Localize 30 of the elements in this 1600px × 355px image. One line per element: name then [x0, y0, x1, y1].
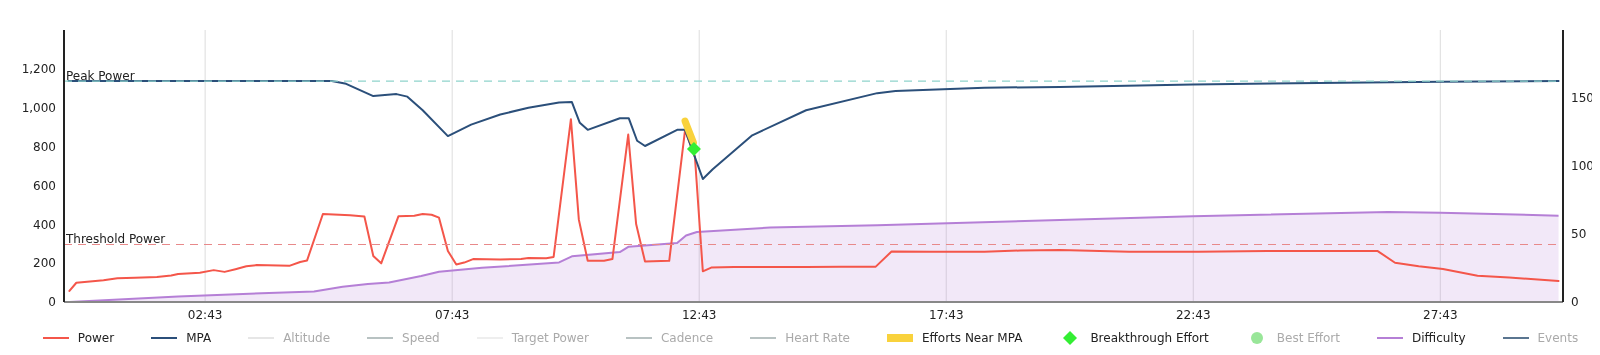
legend-label: Altitude [283, 331, 331, 345]
y-tick-label: 200 [33, 256, 56, 271]
y-tick-label: 1,000 [21, 100, 56, 115]
legend-label: Events [1537, 331, 1579, 345]
ref-line-label: Threshold Power [65, 232, 166, 247]
legend-label: Power [77, 331, 115, 345]
legend-label: Difficulty [1411, 331, 1466, 345]
legend-label: Heart Rate [785, 331, 850, 345]
y-tick-label: 600 [33, 178, 56, 193]
y2-tick-label: 50 [1571, 227, 1587, 242]
y-tick-label: 1,200 [21, 62, 56, 77]
legend-label: Target Power [511, 331, 589, 345]
y-tick-label: 0 [48, 295, 56, 310]
legend-label: Best Effort [1276, 331, 1340, 345]
line-series [68, 118, 1560, 292]
x-tick-label: 27:43 [1423, 307, 1458, 322]
legend-label: MPA [186, 331, 212, 345]
legend-label: Speed [402, 331, 440, 345]
x-tick-label: 02:43 [187, 307, 223, 322]
x-tick-label: 12:43 [681, 307, 717, 322]
legend-label: Cadence [660, 331, 714, 345]
x-tick-label: 17:43 [928, 307, 964, 322]
y-tick-label: 400 [33, 217, 56, 232]
y2-tick-label: 0 [1571, 295, 1579, 310]
legend-label: Breakthrough Effort [1090, 331, 1209, 345]
x-tick-label: 07:43 [434, 307, 470, 322]
ref-line-label: Peak Power [66, 68, 135, 83]
y-tick-label: 800 [33, 139, 56, 154]
x-tick-label: 22:43 [1175, 307, 1211, 322]
legend-label: Efforts Near MPA [921, 331, 1023, 345]
